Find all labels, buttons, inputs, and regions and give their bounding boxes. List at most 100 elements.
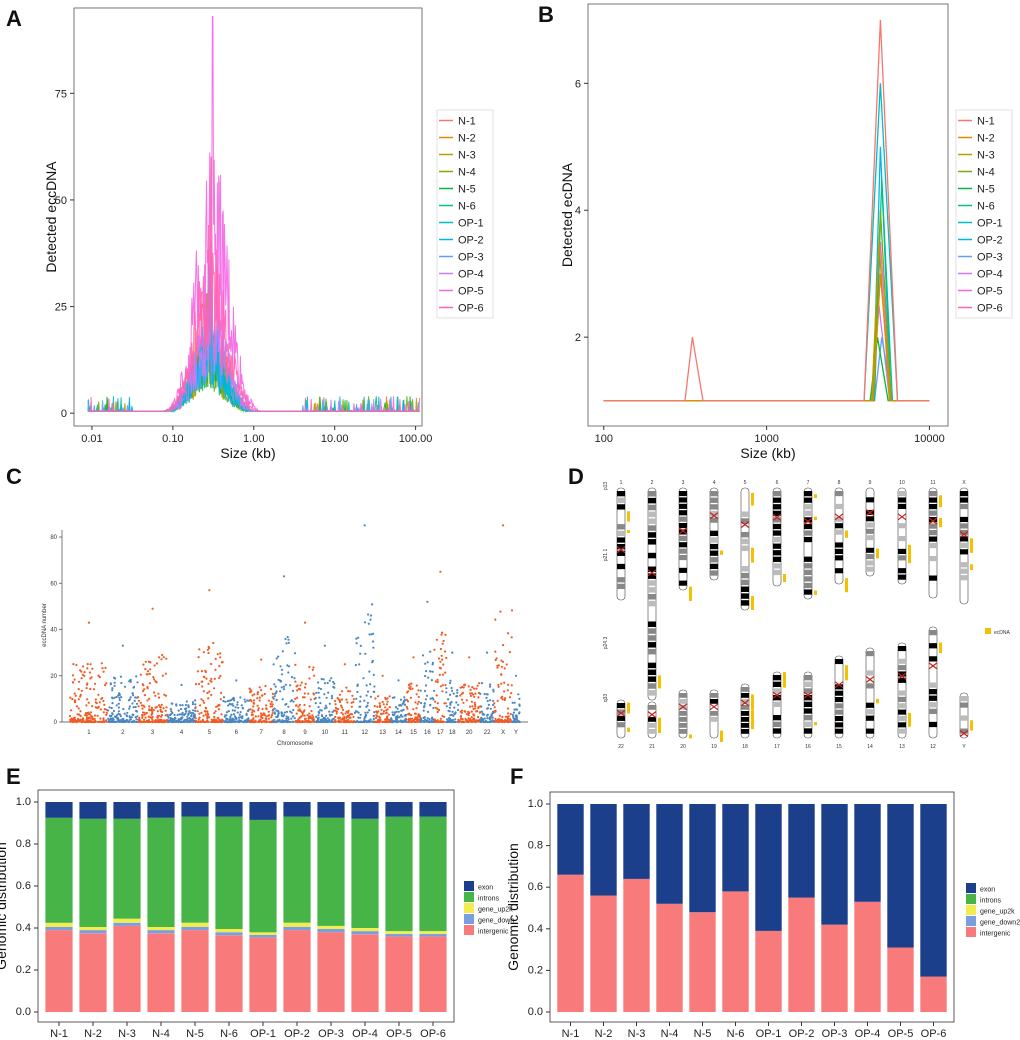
chromosome-band bbox=[866, 535, 874, 541]
scatter-point-c bbox=[513, 708, 516, 711]
scatter-point-c bbox=[489, 699, 492, 702]
legend-label-a: N-6 bbox=[458, 201, 476, 213]
chromosome-band bbox=[835, 516, 843, 522]
scatter-point-c-max bbox=[260, 658, 263, 661]
scatter-point-c bbox=[84, 714, 87, 717]
scatter-point-c bbox=[509, 718, 512, 721]
scatter-point-c bbox=[186, 720, 189, 724]
chromosome-band bbox=[960, 568, 968, 574]
scatter-point-c bbox=[117, 710, 120, 713]
scatter-point-c bbox=[275, 690, 278, 693]
legend-swatch bbox=[464, 914, 474, 924]
scatter-point-c bbox=[419, 689, 422, 692]
chromosome-band bbox=[648, 669, 656, 676]
scatter-point-c bbox=[269, 702, 272, 706]
scatter-point-c bbox=[77, 707, 80, 710]
scatter-point-c bbox=[464, 717, 467, 721]
chromosome-band bbox=[804, 708, 812, 714]
chromosome-label: 2 bbox=[651, 480, 654, 486]
scatter-point-c bbox=[371, 720, 374, 723]
y-tick-label: 0.0 bbox=[16, 1006, 31, 1018]
scatter-point-c bbox=[489, 683, 492, 686]
scatter-point-c bbox=[453, 706, 456, 709]
scatter-point-c bbox=[92, 718, 95, 721]
scatter-point-c bbox=[287, 720, 290, 724]
scatter-point-c bbox=[480, 720, 483, 723]
scatter-point-c bbox=[154, 720, 157, 724]
scatter-point-c bbox=[121, 718, 124, 721]
scatter-point-c bbox=[272, 720, 275, 724]
scatter-point-c bbox=[87, 713, 90, 716]
scatter-point-c-max bbox=[87, 621, 90, 624]
scatter-point-c bbox=[511, 713, 514, 716]
scatter-point-c bbox=[287, 665, 291, 668]
x-tick-label: N-4 bbox=[661, 1028, 679, 1040]
scatter-point-c bbox=[289, 710, 292, 713]
bar-segment-exon bbox=[385, 802, 413, 817]
chromosome-band bbox=[741, 711, 749, 716]
chromosome-band bbox=[617, 530, 625, 537]
y-tick-label-b: 6 bbox=[575, 78, 581, 90]
scatter-point-c bbox=[123, 712, 126, 715]
scatter-point-c bbox=[381, 700, 384, 704]
scatter-point-c bbox=[411, 687, 414, 690]
scatter-point-c bbox=[426, 717, 429, 720]
chromosome-band bbox=[773, 675, 781, 681]
scatter-point-c bbox=[331, 720, 334, 723]
scatter-point-c bbox=[275, 715, 278, 719]
legend-label-d: ecDNA bbox=[994, 630, 1011, 636]
scatter-point-c bbox=[216, 720, 219, 724]
chromosome-band bbox=[741, 586, 749, 592]
legend-label-a: OP-4 bbox=[458, 269, 484, 281]
bar-segment-gene_down bbox=[419, 933, 447, 937]
scatter-point-c bbox=[477, 706, 480, 709]
chromosome-band bbox=[804, 517, 812, 523]
scatter-point-c bbox=[290, 676, 294, 679]
chromosome-band bbox=[773, 688, 781, 694]
chromosome-label: 7 bbox=[807, 480, 810, 486]
scatter-point-c bbox=[164, 709, 167, 712]
scatter-point-c bbox=[376, 705, 379, 708]
scatter-point-c bbox=[135, 720, 139, 724]
scatter-point-c bbox=[102, 670, 105, 673]
scatter-point-c bbox=[510, 692, 513, 695]
chromosome-band bbox=[773, 543, 781, 549]
y-tick-label: 1.0 bbox=[16, 796, 31, 808]
scatter-point-c bbox=[346, 701, 349, 704]
x-tick-label: N-6 bbox=[220, 1028, 238, 1040]
chromosome-band bbox=[835, 684, 843, 690]
scatter-point-c bbox=[234, 720, 237, 724]
scatter-point-c bbox=[492, 699, 495, 702]
chromosome-band bbox=[898, 646, 906, 652]
scatter-point-c bbox=[201, 680, 204, 683]
scatter-point-c bbox=[83, 674, 86, 678]
scatter-point-c bbox=[446, 718, 449, 721]
scatter-point-c bbox=[386, 697, 389, 700]
scatter-point-c bbox=[207, 645, 210, 649]
x-tick-label: OP-4 bbox=[352, 1028, 378, 1040]
scatter-point-c bbox=[432, 706, 435, 710]
scatter-point-c bbox=[134, 696, 137, 699]
scatter-point-c bbox=[358, 705, 361, 708]
scatter-point-c bbox=[111, 702, 114, 705]
scatter-point-c bbox=[161, 674, 164, 677]
scatter-point-c bbox=[219, 674, 222, 678]
scatter-point-c bbox=[300, 681, 303, 684]
chromosome-band bbox=[866, 554, 874, 560]
scatter-point-c bbox=[474, 707, 477, 710]
plot-frame-gF bbox=[549, 791, 955, 1023]
scatter-point-c bbox=[99, 717, 102, 720]
scatter-point-c bbox=[392, 720, 396, 723]
scatter-point-c bbox=[285, 717, 288, 720]
scatter-point-c bbox=[368, 670, 371, 673]
scatter-point-c bbox=[245, 718, 248, 721]
scatter-point-c bbox=[86, 698, 89, 701]
y-axis-label: Genomic distribution bbox=[505, 843, 521, 971]
centromere-mark bbox=[740, 521, 750, 529]
chromosome-band bbox=[898, 722, 906, 728]
scatter-point-c bbox=[294, 680, 297, 683]
scatter-point-c bbox=[68, 714, 72, 718]
scatter-point-c bbox=[476, 710, 479, 713]
x-tick-label: OP-1 bbox=[756, 1028, 782, 1040]
